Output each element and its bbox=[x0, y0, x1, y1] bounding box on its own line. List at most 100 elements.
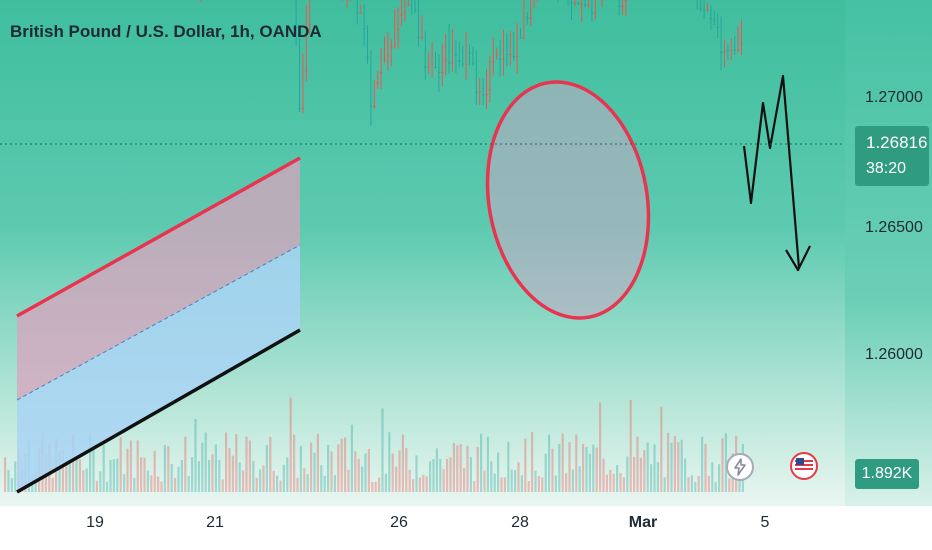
volume-bar bbox=[150, 475, 153, 492]
candle-body bbox=[356, 12, 359, 14]
candle bbox=[699, 0, 702, 12]
us-flag-icon[interactable] bbox=[790, 452, 818, 480]
candle bbox=[397, 7, 400, 49]
candle bbox=[386, 32, 390, 71]
price-axis[interactable] bbox=[845, 0, 932, 506]
candle bbox=[461, 45, 464, 68]
volume-bar bbox=[514, 469, 517, 492]
volume-bar bbox=[163, 445, 166, 492]
volume-bar bbox=[378, 477, 381, 492]
projection-arrow bbox=[742, 74, 811, 272]
volume-bar bbox=[136, 440, 139, 492]
lightning-icon[interactable] bbox=[726, 453, 754, 481]
candle-body bbox=[441, 72, 444, 74]
candle bbox=[519, 27, 522, 39]
candle bbox=[468, 44, 471, 66]
volume-bar bbox=[344, 437, 347, 492]
volume-bar bbox=[439, 458, 442, 492]
volume-bar bbox=[609, 469, 612, 492]
volume-bar bbox=[211, 454, 214, 492]
candle-body bbox=[716, 26, 719, 28]
candle bbox=[420, 15, 424, 41]
volume-bar bbox=[174, 477, 177, 492]
candle bbox=[601, 0, 603, 7]
volume-bar bbox=[58, 451, 61, 492]
candle bbox=[403, 0, 407, 22]
candle bbox=[533, 0, 535, 9]
candle-body bbox=[475, 91, 478, 93]
volume-bar bbox=[187, 475, 190, 492]
candle-body bbox=[516, 56, 519, 58]
volume-bar bbox=[143, 457, 146, 492]
volume-bar bbox=[446, 458, 449, 492]
volume-bar bbox=[510, 469, 513, 492]
volume-bar bbox=[235, 434, 238, 492]
candle-body bbox=[305, 69, 308, 71]
volume-bar bbox=[646, 442, 649, 492]
volume-bar bbox=[690, 475, 693, 492]
candle bbox=[417, 0, 420, 48]
volume-bar bbox=[565, 473, 568, 492]
volume-bar bbox=[643, 450, 646, 492]
candle bbox=[393, 9, 396, 49]
volume-bar bbox=[541, 477, 544, 492]
candle-body bbox=[390, 46, 393, 48]
candle-body bbox=[726, 49, 730, 51]
candle-body bbox=[420, 36, 424, 38]
volume-bar bbox=[204, 432, 207, 492]
volume-bar bbox=[571, 469, 574, 492]
candle bbox=[706, 2, 709, 12]
volume-bar bbox=[228, 448, 231, 492]
volume-bar bbox=[153, 450, 156, 492]
price-channel bbox=[16, 156, 301, 494]
candle-body bbox=[499, 58, 502, 60]
volume-bar bbox=[310, 442, 313, 492]
candle-body bbox=[397, 29, 400, 31]
volume-bar bbox=[330, 451, 333, 492]
candle bbox=[726, 43, 730, 60]
time-axis[interactable] bbox=[0, 506, 932, 550]
candle-body bbox=[709, 17, 713, 19]
volume-bar bbox=[554, 475, 557, 492]
candle-body bbox=[485, 94, 488, 96]
volume-bar bbox=[639, 457, 642, 492]
volume-bar bbox=[381, 408, 384, 492]
candle bbox=[380, 47, 383, 90]
volume-bar bbox=[231, 455, 234, 492]
volume-bar bbox=[490, 461, 493, 492]
channel-upper-fill bbox=[17, 158, 300, 400]
volume-bar bbox=[575, 434, 578, 492]
candle-body bbox=[373, 105, 376, 107]
volume-bar bbox=[432, 458, 435, 492]
candle bbox=[584, 0, 587, 8]
volume-bar bbox=[391, 453, 394, 492]
candle-body bbox=[618, 5, 621, 7]
candle bbox=[305, 4, 308, 82]
candle bbox=[516, 23, 519, 74]
volume-bar bbox=[337, 444, 340, 492]
candle bbox=[356, 0, 359, 25]
volume-bar bbox=[106, 481, 109, 492]
volume-bar bbox=[503, 477, 506, 492]
volume-bar bbox=[119, 437, 122, 492]
volume-bar bbox=[599, 402, 602, 492]
candle bbox=[454, 40, 458, 74]
volume-bar bbox=[405, 447, 408, 492]
volume-bar bbox=[459, 444, 462, 492]
volume-bar bbox=[68, 461, 71, 492]
candle-body bbox=[621, 5, 624, 7]
candle bbox=[359, 4, 362, 14]
volume-bar bbox=[466, 445, 469, 492]
volume-bar bbox=[313, 452, 316, 492]
candle-body bbox=[529, 17, 532, 19]
volume-bar bbox=[95, 480, 98, 492]
date-tick-label: 5 bbox=[760, 514, 770, 531]
volume-bar bbox=[568, 442, 571, 492]
candle-body bbox=[594, 12, 597, 14]
candle-body bbox=[519, 37, 522, 39]
candle bbox=[298, 26, 301, 112]
volume-bar bbox=[286, 457, 289, 492]
volume-bar bbox=[418, 477, 421, 492]
candle bbox=[573, 0, 577, 7]
